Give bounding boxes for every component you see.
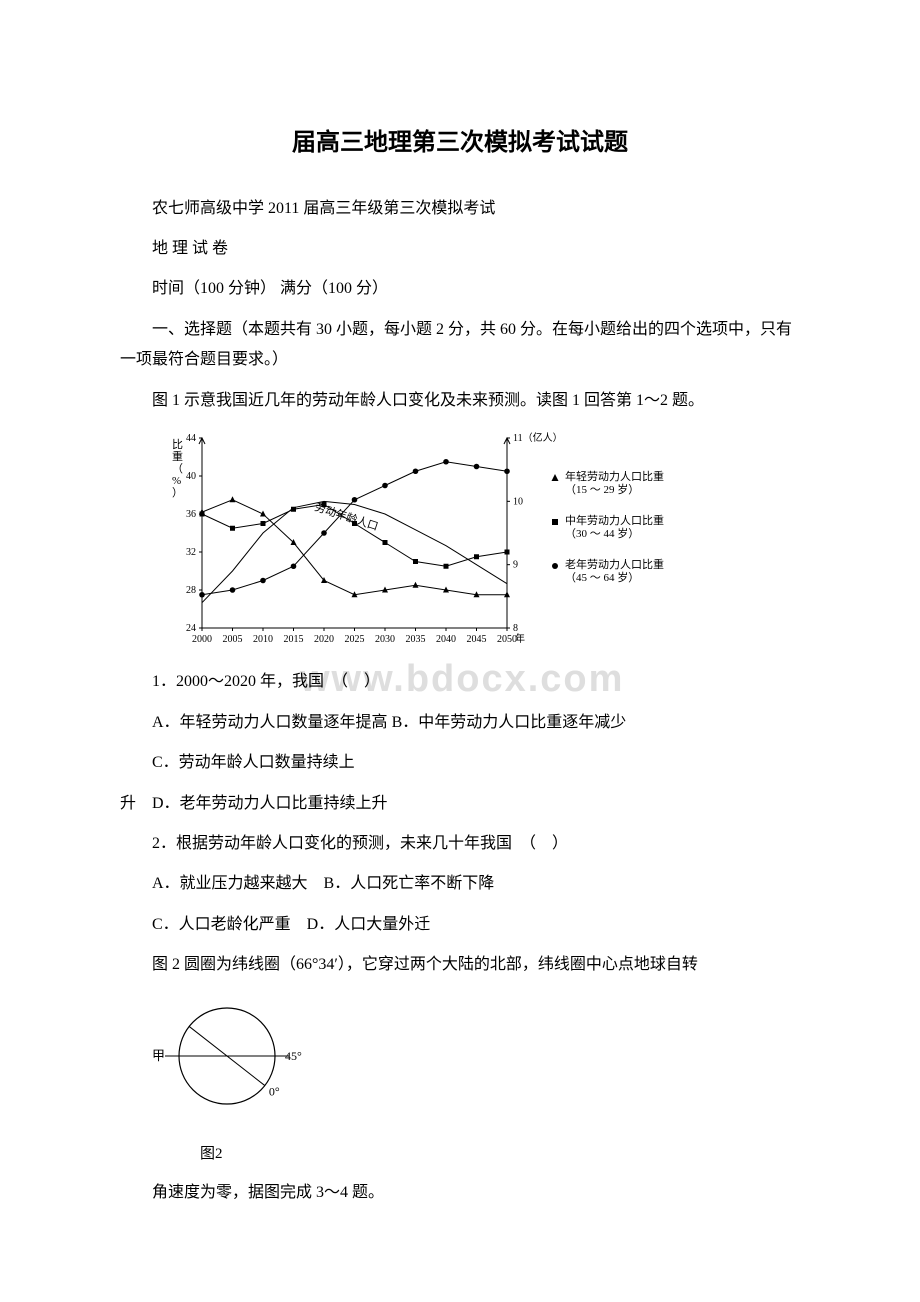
- svg-text:44: 44: [186, 433, 196, 444]
- svg-text:45°: 45°: [285, 1049, 302, 1063]
- q1-opt-a-b: A．年轻劳动力人口数量逐年提高 B．中年劳动力人口比重逐年减少: [120, 708, 800, 738]
- svg-text:年轻劳动力人口比重: 年轻劳动力人口比重: [565, 469, 664, 483]
- svg-text:重: 重: [172, 449, 183, 463]
- fig2-caption: 图2: [200, 1140, 800, 1169]
- q2-stem: 2．根据劳动年龄人口变化的预测，未来几十年我国 （ ）: [120, 829, 800, 859]
- svg-text:比: 比: [172, 438, 183, 451]
- svg-text:2010: 2010: [253, 634, 273, 645]
- fig1-intro: 图 1 示意我国近几年的劳动年龄人口变化及未来预测。读图 1 回答第 1～2 题…: [120, 386, 800, 416]
- section-heading: 一、选择题（本题共有 30 小题，每小题 2 分，共 60 分。在每小题给出的四…: [120, 315, 800, 376]
- svg-text:24: 24: [186, 623, 196, 634]
- svg-text:老年劳动力人口比重: 老年劳动力人口比重: [565, 557, 664, 571]
- svg-text:0°: 0°: [269, 1085, 280, 1099]
- svg-text:2000: 2000: [192, 634, 212, 645]
- fig2-after: 角速度为零，据图完成 3～4 题。: [120, 1178, 800, 1208]
- page-title: 届高三地理第三次模拟考试试题: [120, 120, 800, 166]
- svg-text:2025: 2025: [345, 634, 365, 645]
- svg-text:（15 ～ 29 岁）: （15 ～ 29 岁）: [565, 482, 639, 496]
- svg-text:2040: 2040: [436, 634, 456, 645]
- fig2-intro: 图 2 圆圈为纬线圈（66°34′），它穿过两个大陆的北部，纬线圈中心点地球自转: [120, 950, 800, 980]
- subtitle: 农七师高级中学 2011 届高三年级第三次模拟考试: [120, 194, 800, 224]
- svg-text:40: 40: [186, 471, 196, 482]
- svg-text:2050: 2050: [497, 634, 517, 645]
- q2-opt-c-d: C．人口老龄化严重 D．人口大量外迁: [120, 910, 800, 940]
- svg-text:2020: 2020: [314, 634, 334, 645]
- q1-opt-a: A．年轻劳动力人口数量逐年提高: [152, 714, 388, 731]
- figure-1-chart: 24 28 32 36 40 44比重（%） 8 9 10 11（亿人） 2000 2005 2010 2…: [152, 426, 800, 667]
- svg-text:年: 年: [515, 632, 525, 645]
- svg-text:10: 10: [513, 496, 523, 507]
- svg-text:）: ）: [172, 486, 183, 499]
- svg-text:36: 36: [186, 509, 196, 520]
- svg-text:9: 9: [513, 560, 518, 571]
- q1-stem: 1．2000～2020 年，我国 （ ）: [120, 667, 800, 697]
- svg-text:（: （: [172, 462, 183, 475]
- q1-opt-c: C．劳动年龄人口数量持续上: [120, 748, 800, 778]
- svg-text:劳动年龄人口: 劳动年龄人口: [313, 499, 380, 533]
- subject-line: 地 理 试 卷: [120, 234, 800, 264]
- q2-opt-a-b: A．就业压力越来越大 B．人口死亡率不断下降: [120, 869, 800, 899]
- svg-text:（45 ～ 64 岁）: （45 ～ 64 岁）: [565, 570, 639, 584]
- svg-text:（30 ～ 44 岁）: （30 ～ 44 岁）: [565, 526, 639, 540]
- svg-text:2015: 2015: [284, 634, 304, 645]
- svg-text:32: 32: [186, 547, 196, 558]
- svg-text:甲: 甲: [152, 1048, 165, 1063]
- svg-text:28: 28: [186, 585, 196, 596]
- svg-text:11（亿人）: 11（亿人）: [513, 431, 563, 444]
- q1-opt-b: B．中年劳动力人口比重逐年减少: [392, 714, 627, 731]
- svg-text:2030: 2030: [375, 634, 395, 645]
- svg-text:2035: 2035: [406, 634, 426, 645]
- svg-text:中年劳动力人口比重: 中年劳动力人口比重: [565, 513, 664, 527]
- svg-text:8: 8: [513, 623, 518, 634]
- svg-text:2005: 2005: [223, 634, 243, 645]
- svg-text:%: %: [172, 475, 181, 487]
- figure-2-diagram: 甲 45° 0° 图2: [152, 994, 800, 1168]
- svg-text:2045: 2045: [467, 634, 487, 645]
- q1-opt-c-d: 升 D．老年劳动力人口比重持续上升: [120, 789, 800, 819]
- timing-line: 时间（100 分钟） 满分（100 分）: [120, 274, 800, 304]
